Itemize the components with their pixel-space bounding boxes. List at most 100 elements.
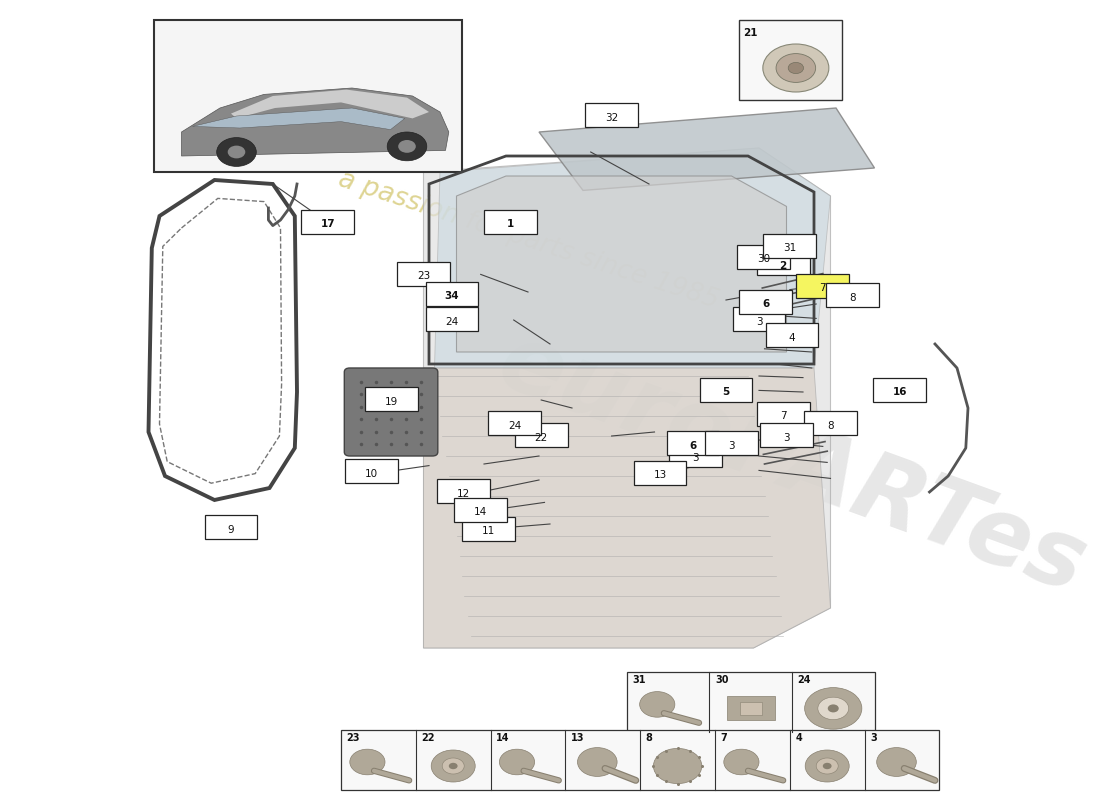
Bar [757, 402, 810, 426]
Bar [796, 274, 849, 298]
Polygon shape [192, 108, 405, 130]
Bar [739, 702, 761, 715]
Circle shape [387, 132, 427, 161]
Text: 14: 14 [474, 507, 487, 517]
Polygon shape [424, 368, 830, 648]
Circle shape [228, 146, 245, 158]
Bar [484, 210, 537, 234]
Bar [426, 307, 478, 331]
Bar [760, 423, 813, 447]
Bar [757, 251, 810, 275]
Circle shape [398, 140, 416, 153]
Text: 6: 6 [762, 299, 769, 309]
Text: 34: 34 [444, 291, 460, 301]
Polygon shape [182, 88, 449, 156]
Bar [515, 423, 568, 447]
Bar [341, 730, 939, 790]
Bar [739, 290, 792, 314]
Bar [826, 283, 879, 307]
Text: 31: 31 [783, 243, 796, 253]
Circle shape [499, 749, 535, 774]
Circle shape [578, 747, 617, 776]
Bar [667, 431, 719, 455]
Circle shape [350, 749, 385, 774]
Text: 24: 24 [446, 317, 459, 326]
Text: 24: 24 [798, 675, 811, 685]
Circle shape [788, 62, 804, 74]
Text: 32: 32 [605, 113, 618, 122]
Text: 2: 2 [780, 261, 786, 270]
Text: 4: 4 [795, 733, 802, 743]
Bar [700, 378, 752, 402]
Text: euroPARTes: euroPARTes [486, 315, 1098, 613]
Text: 31: 31 [632, 675, 646, 685]
Text: 22: 22 [535, 433, 548, 442]
Bar [154, 20, 462, 172]
Text: 13: 13 [571, 733, 584, 743]
Circle shape [827, 704, 838, 712]
Polygon shape [231, 90, 429, 118]
Text: 7: 7 [720, 733, 727, 743]
Circle shape [816, 758, 838, 774]
Bar [585, 103, 638, 127]
Circle shape [449, 763, 458, 770]
Bar [627, 672, 875, 732]
Circle shape [653, 749, 702, 784]
Bar [804, 411, 857, 435]
Text: 17: 17 [320, 219, 336, 229]
Text: 23: 23 [346, 733, 360, 743]
Bar [726, 696, 774, 720]
Bar [737, 245, 790, 269]
Text: 22: 22 [421, 733, 434, 743]
Text: 14: 14 [496, 733, 509, 743]
Circle shape [877, 747, 916, 776]
Circle shape [805, 750, 849, 782]
Bar [739, 20, 842, 100]
Text: 5: 5 [723, 387, 729, 397]
Text: 13: 13 [653, 470, 667, 480]
Bar [705, 431, 758, 455]
Text: 8: 8 [646, 733, 652, 743]
Text: 3: 3 [783, 433, 790, 442]
Polygon shape [434, 148, 830, 368]
Text: 3: 3 [756, 317, 762, 326]
Circle shape [217, 138, 256, 166]
Bar [365, 387, 418, 411]
Bar [634, 461, 686, 485]
Text: 7: 7 [820, 283, 826, 293]
Text: 19: 19 [385, 397, 398, 406]
Text: a passion for parts since 1985: a passion for parts since 1985 [334, 166, 722, 314]
Bar [733, 307, 785, 331]
Circle shape [639, 691, 674, 717]
Circle shape [804, 687, 862, 730]
Text: 6: 6 [690, 441, 696, 450]
Text: 7: 7 [780, 411, 786, 421]
Text: 8: 8 [849, 293, 856, 302]
Circle shape [823, 763, 832, 770]
Circle shape [818, 697, 849, 720]
Text: 21: 21 [744, 28, 758, 38]
Text: 3: 3 [692, 453, 698, 462]
Text: 1: 1 [507, 219, 514, 229]
Bar [766, 323, 818, 347]
Bar [437, 479, 490, 503]
Circle shape [431, 750, 475, 782]
Circle shape [777, 54, 815, 82]
Circle shape [763, 44, 829, 92]
Text: 10: 10 [365, 469, 378, 478]
FancyBboxPatch shape [344, 368, 438, 456]
Bar [669, 443, 722, 467]
Text: 30: 30 [715, 675, 728, 685]
Circle shape [442, 758, 464, 774]
Bar [301, 210, 354, 234]
Text: 9: 9 [228, 525, 234, 534]
Polygon shape [539, 108, 874, 190]
Bar [426, 282, 478, 306]
Bar [397, 262, 450, 286]
Text: 3: 3 [870, 733, 877, 743]
Bar [763, 234, 816, 258]
Text: 30: 30 [757, 254, 770, 264]
Polygon shape [424, 148, 830, 648]
Bar [345, 459, 398, 483]
Text: 12: 12 [456, 489, 470, 498]
